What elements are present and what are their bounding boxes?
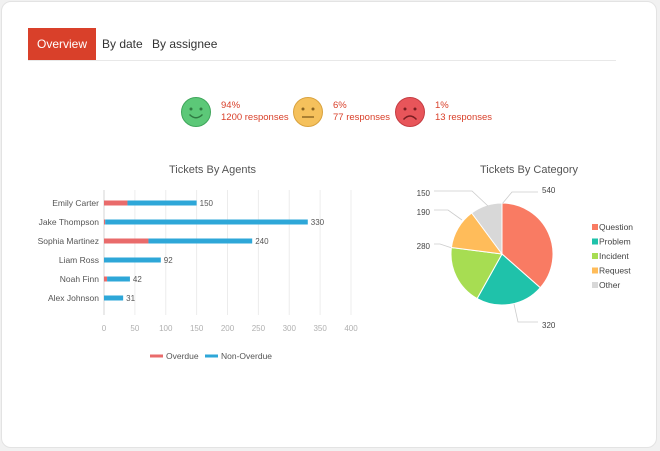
bar-value-label: 31 bbox=[126, 294, 135, 303]
tab-by-assignee[interactable]: By assignee bbox=[152, 37, 218, 51]
happy-face-icon bbox=[181, 97, 211, 127]
legend-non-overdue-label: Non-Overdue bbox=[221, 351, 272, 361]
category-chart-title: Tickets By Category bbox=[480, 164, 579, 176]
non-overdue-bar bbox=[104, 295, 124, 301]
pie-value-label: 150 bbox=[417, 189, 431, 198]
legend-swatch-incident bbox=[592, 253, 598, 259]
neutral-face-icon bbox=[293, 97, 323, 127]
pie-slice-problem bbox=[476, 253, 541, 306]
overdue-bar bbox=[104, 200, 128, 206]
agent-label: Jake Thompson bbox=[39, 217, 100, 227]
bar-value-label: 240 bbox=[255, 237, 269, 246]
agent-label: Liam Ross bbox=[59, 255, 99, 265]
bar-value-label: 92 bbox=[164, 256, 173, 265]
legend-label-incident: Incident bbox=[599, 251, 629, 261]
x-tick-label: 150 bbox=[190, 324, 204, 333]
x-tick-label: 250 bbox=[252, 324, 266, 333]
legend-label-other: Other bbox=[599, 280, 620, 290]
tab-overview[interactable]: Overview bbox=[28, 28, 97, 60]
legend-label-question: Question bbox=[599, 222, 633, 232]
pie-value-label: 320 bbox=[542, 321, 556, 330]
x-tick-label: 400 bbox=[344, 324, 358, 333]
agents-chart-title: Tickets By Agents bbox=[169, 164, 257, 176]
agents-bar-chart: 0 50 100 150 200 250 300 350 400 Emily Carter 150 J… bbox=[38, 190, 358, 361]
pie-leader-line bbox=[434, 243, 453, 249]
x-tick-label: 200 bbox=[221, 324, 235, 333]
agent-label: Emily Carter bbox=[52, 198, 99, 208]
legend-swatch-other bbox=[592, 282, 598, 288]
agent-label: Alex Johnson bbox=[48, 293, 99, 303]
x-tick-label: 50 bbox=[130, 324, 139, 333]
x-tick-label: 0 bbox=[102, 324, 107, 333]
pie-slice-question bbox=[501, 202, 554, 289]
neutral-responses: 77 responses bbox=[333, 112, 391, 123]
happy-percent: 94% bbox=[221, 100, 241, 111]
sad-responses: 13 responses bbox=[435, 112, 493, 123]
pie-leader-line bbox=[434, 190, 489, 207]
non-overdue-bar bbox=[148, 238, 253, 244]
non-overdue-bar bbox=[104, 257, 161, 263]
pie-leader-line bbox=[501, 191, 538, 205]
sad-face-icon bbox=[395, 97, 425, 127]
overdue-bar bbox=[104, 276, 108, 282]
x-tick-label: 300 bbox=[283, 324, 297, 333]
pie-value-label: 190 bbox=[417, 208, 431, 217]
neutral-percent: 6% bbox=[333, 100, 347, 111]
non-overdue-bar bbox=[105, 219, 308, 225]
pie-leader-line bbox=[434, 209, 463, 221]
tab-bar: Overview By date By assignee bbox=[28, 28, 616, 61]
agent-label: Noah Finn bbox=[60, 274, 99, 284]
happy-responses: 1200 responses bbox=[221, 112, 289, 123]
bar-value-label: 150 bbox=[200, 199, 214, 208]
legend-label-problem: Problem bbox=[599, 237, 631, 247]
bar-value-label: 330 bbox=[311, 218, 325, 227]
x-tick-label: 350 bbox=[313, 324, 327, 333]
pie-slice-other bbox=[470, 202, 503, 256]
pie-value-label: 280 bbox=[417, 242, 431, 251]
legend-swatch-question bbox=[592, 224, 598, 230]
pie-slice-incident bbox=[450, 246, 503, 300]
legend-overdue-label: Overdue bbox=[166, 351, 199, 361]
x-tick-label: 100 bbox=[159, 324, 173, 333]
agent-label: Sophia Martinez bbox=[38, 236, 99, 246]
bar-value-label: 42 bbox=[133, 275, 142, 284]
sad-percent: 1% bbox=[435, 100, 449, 111]
legend-swatch-request bbox=[592, 267, 598, 274]
legend-label-request: Request bbox=[599, 266, 631, 276]
tab-by-date[interactable]: By date bbox=[102, 37, 143, 51]
non-overdue-bar bbox=[127, 200, 197, 206]
pie-leader-line bbox=[513, 303, 538, 323]
category-pie-chart: 540 320 280 190 150 Question Problem Incident Re… bbox=[417, 186, 634, 330]
overdue-bar bbox=[104, 238, 149, 244]
overdue-bar bbox=[104, 219, 106, 225]
legend-swatch-problem bbox=[592, 238, 598, 245]
pie-value-label: 540 bbox=[542, 186, 556, 195]
non-overdue-bar bbox=[107, 276, 130, 282]
